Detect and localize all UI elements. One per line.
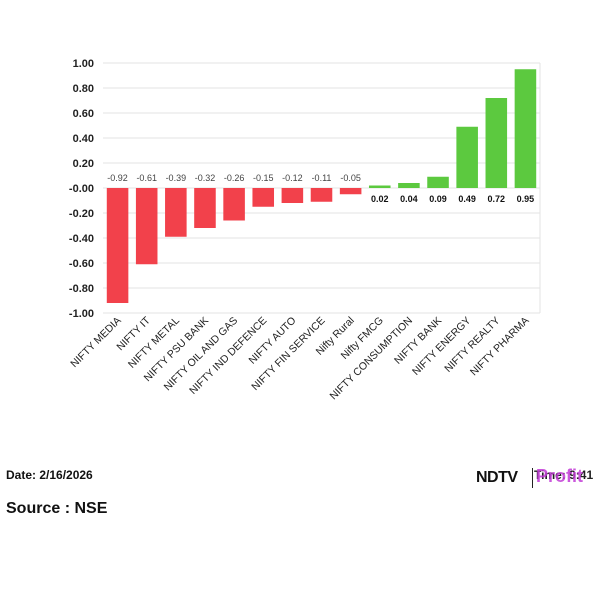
- bar: [456, 126, 478, 188]
- bar: [368, 185, 391, 188]
- bar: [281, 188, 304, 203]
- data-label: -0.12: [282, 173, 303, 183]
- y-tick-label: 0.40: [73, 133, 94, 145]
- y-tick-label: 0.60: [73, 108, 94, 120]
- bar: [427, 176, 449, 188]
- data-label: -0.11: [312, 173, 332, 183]
- data-label: -0.32: [195, 173, 216, 183]
- data-label: -0.15: [253, 173, 274, 183]
- bar: [252, 188, 275, 207]
- y-tick-label: 1.00: [73, 58, 94, 70]
- profit-logo-text: Profit: [536, 466, 583, 486]
- bar: [223, 188, 245, 221]
- data-label: -0.61: [136, 173, 157, 183]
- y-tick-label: -0.20: [69, 208, 94, 220]
- y-tick-label: 0.80: [73, 83, 94, 95]
- data-label: -0.92: [107, 173, 128, 183]
- bar: [339, 188, 362, 195]
- bar-chart: 1.00 0.80 0.60 0.40 0.20 -0.00 -0.20 -0.40 -0.60…: [68, 58, 541, 402]
- bar: [194, 188, 216, 228]
- data-label: 0.95: [517, 194, 535, 204]
- bar: [398, 183, 420, 188]
- data-label: -0.05: [340, 173, 361, 183]
- brand-divider: [532, 468, 533, 488]
- date-label: Date: 2/16/2026: [6, 468, 93, 482]
- ndtv-logo-text: NDTV: [476, 469, 518, 486]
- data-label: 0.49: [458, 194, 476, 204]
- source-label: Source : NSE: [6, 500, 108, 517]
- y-tick-label: -0.80: [69, 283, 94, 295]
- y-axis-ticks: 1.00 0.80 0.60 0.40 0.20 -0.00 -0.20 -0.40 -0.60…: [69, 58, 94, 320]
- brand-logo: NDTV Time: 9:41 Profit: [476, 466, 600, 492]
- data-label: 0.09: [429, 194, 447, 204]
- y-tick-label: -0.00: [69, 183, 94, 195]
- bars: [106, 69, 537, 303]
- data-label: 0.04: [400, 194, 418, 204]
- bar: [106, 188, 129, 303]
- data-label: 0.02: [371, 194, 389, 204]
- bar: [165, 188, 187, 237]
- data-label: -0.26: [224, 173, 245, 183]
- bar: [135, 188, 158, 265]
- data-labels: -0.92 -0.61 -0.39 -0.32 -0.26 -0.15 -0.12 -0.11…: [107, 173, 534, 204]
- data-label: -0.39: [166, 173, 187, 183]
- y-tick-label: -0.40: [69, 233, 94, 245]
- time-label: Time: 9:41: [534, 468, 594, 482]
- bar: [485, 98, 508, 188]
- bar: [310, 188, 333, 202]
- y-tick-label: 0.20: [73, 158, 94, 170]
- data-label: 0.72: [488, 194, 506, 204]
- y-tick-label: -1.00: [69, 308, 94, 320]
- bar: [514, 69, 537, 188]
- y-tick-label: -0.60: [69, 258, 94, 270]
